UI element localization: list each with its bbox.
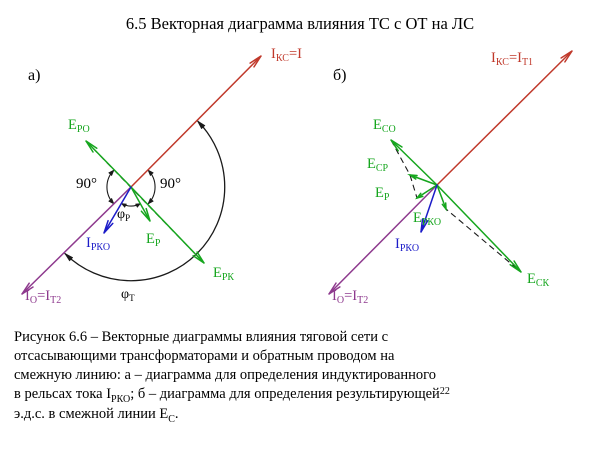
svg-text:EР: EР bbox=[375, 185, 390, 203]
svg-text:φT: φT bbox=[121, 287, 135, 303]
svg-text:EСО: EСО bbox=[373, 117, 396, 135]
svg-text:EСР: EСР bbox=[367, 156, 389, 174]
svg-text:EСК: EСК bbox=[527, 271, 550, 289]
svg-text:EРК: EРК bbox=[213, 265, 234, 283]
svg-text:φP: φP bbox=[117, 207, 130, 223]
svg-text:б): б) bbox=[333, 67, 346, 84]
svg-text:90°: 90° bbox=[76, 176, 97, 192]
svg-text:IO=IТ2: IO=IТ2 bbox=[25, 288, 61, 306]
svg-text:IКС=I: IКС=I bbox=[271, 46, 302, 64]
svg-text:IРКО: IРКО bbox=[395, 236, 419, 254]
svg-text:IРКО: IРКО bbox=[86, 235, 110, 253]
svg-text:90°: 90° bbox=[160, 176, 181, 192]
svg-text:IO=IТ2: IO=IТ2 bbox=[332, 288, 368, 306]
svg-text:EРО: EРО bbox=[68, 117, 90, 135]
svg-text:a): a) bbox=[28, 67, 40, 84]
svg-text:IКС=IТ1: IКС=IТ1 bbox=[491, 50, 533, 68]
svg-text:EР: EР bbox=[146, 231, 161, 249]
